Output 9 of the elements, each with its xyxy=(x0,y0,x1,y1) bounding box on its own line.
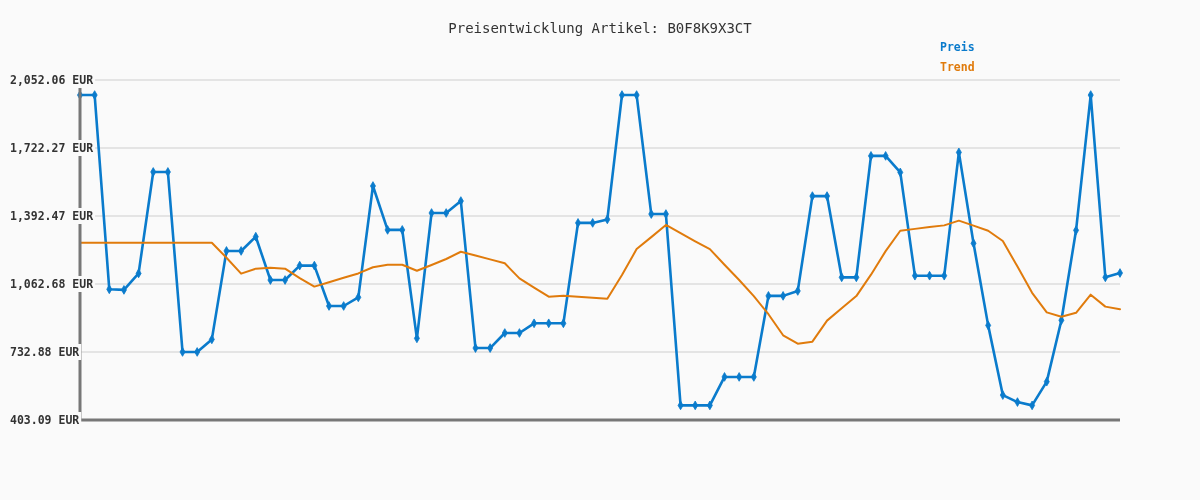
y-tick-label: 1,392.47 EUR xyxy=(10,209,94,224)
y-tick-label: 1,062.68 EUR xyxy=(10,277,94,292)
y-tick-label: 2,052.06 EUR xyxy=(10,73,94,88)
y-tick-label: 1,722.27 EUR xyxy=(10,141,94,156)
y-tick-label: 732.88 EUR xyxy=(10,345,80,360)
y-tick-label: 403.09 EUR xyxy=(10,413,80,428)
text: Preis xyxy=(940,40,975,55)
text: Trend xyxy=(940,60,975,75)
chart-title: Preisentwicklung Artikel: B0F8K9X3CT xyxy=(448,20,753,36)
